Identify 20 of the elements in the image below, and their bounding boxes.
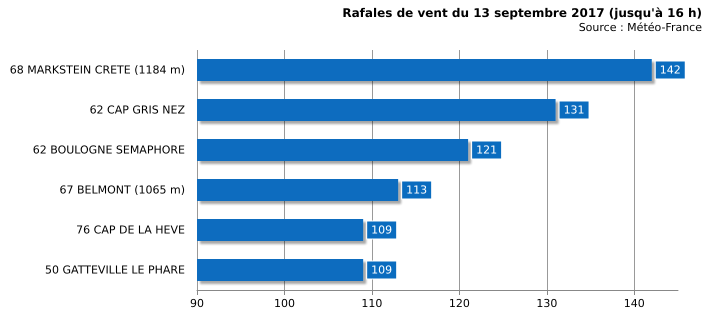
x-tick-label: 140 — [624, 297, 645, 310]
data-label: 109 — [371, 264, 392, 276]
x-tick-label: 100 — [274, 297, 295, 310]
y-tick-label: 62 CAP GRIS NEZ — [90, 104, 186, 116]
data-label: 131 — [564, 104, 585, 116]
y-tick-label: 68 MARKSTEIN CRETE (1184 m) — [10, 64, 185, 76]
y-tick-label: 67 BELMONT (1065 m) — [59, 184, 185, 196]
source-note: Source : Météo-France — [578, 21, 702, 34]
x-tick-label: 120 — [448, 297, 470, 310]
chart-title: Rafales de vent du 13 septembre 2017 (jusqu'à 16 h) — [342, 6, 702, 20]
y-tick-label: 50 GATTEVILLE LE PHARE — [45, 264, 186, 276]
x-tick-label: 90 — [190, 297, 204, 310]
data-label: 142 — [660, 64, 681, 76]
data-label: 109 — [371, 224, 392, 236]
data-label: 113 — [406, 184, 428, 196]
x-tick-label: 110 — [361, 297, 382, 310]
y-tick-label: 76 CAP DE LA HEVE — [76, 224, 186, 236]
data-label: 121 — [476, 144, 498, 156]
y-tick-label: 62 BOULOGNE SEMAPHORE — [32, 144, 186, 156]
x-tick-label: 130 — [536, 297, 558, 310]
